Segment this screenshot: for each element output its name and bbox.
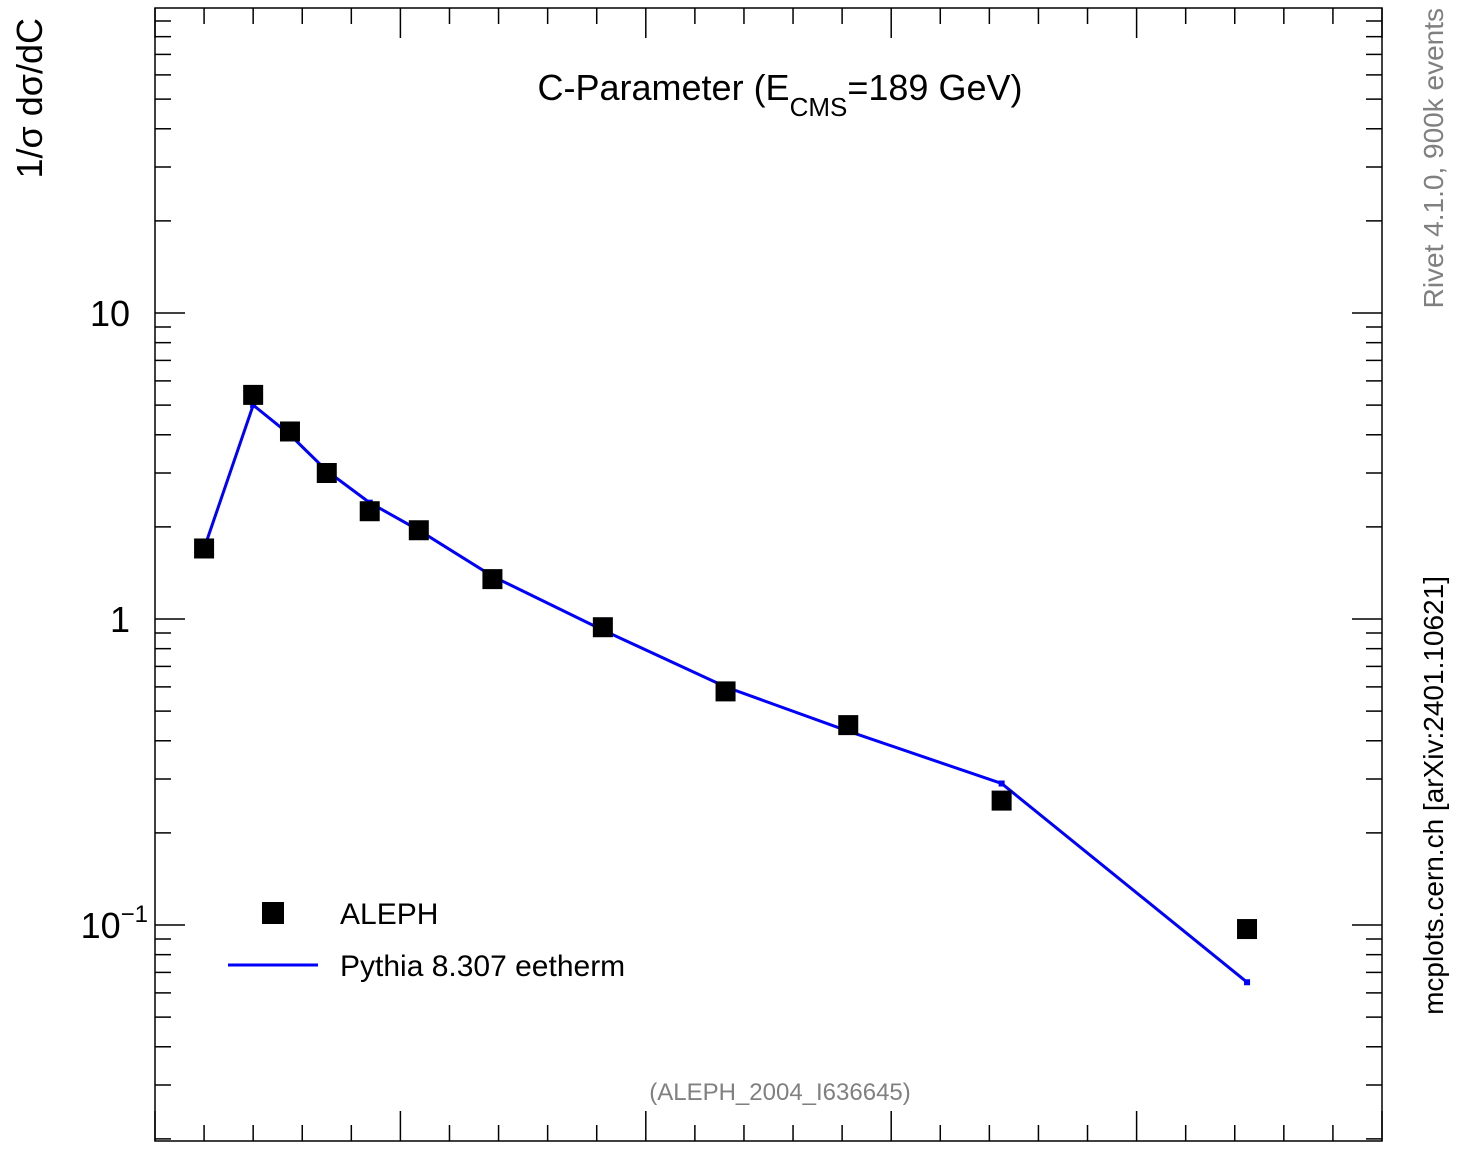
legend-label-pythia: Pythia 8.307 eetherm — [340, 950, 625, 983]
analysis-id: (ALEPH_2004_I636645) — [649, 1079, 911, 1106]
y-tick-label: 10 — [90, 293, 130, 334]
y-tick-labels: 10 1 10−1 — [81, 293, 148, 946]
aleph-point — [243, 384, 264, 405]
aleph-point — [991, 790, 1012, 811]
y-tick-label: 1 — [110, 599, 130, 640]
aleph-point — [838, 715, 859, 736]
pythia-point — [250, 402, 257, 409]
series-points-aleph — [194, 384, 1258, 940]
y-axis-label: 1/σ dσ/dC — [9, 18, 50, 179]
aleph-point — [1237, 919, 1258, 940]
plot-frame — [154, 7, 1383, 1142]
side-text-mcplots: mcplots.cern.ch [arXiv:2401.10621] — [1418, 576, 1449, 1015]
aleph-point — [592, 617, 613, 638]
legend-label-aleph: ALEPH — [340, 898, 438, 931]
aleph-point — [279, 421, 300, 442]
aleph-point — [715, 681, 736, 702]
aleph-point — [316, 463, 337, 484]
y-tick-label: 10−1 — [81, 901, 148, 946]
legend-marker-aleph — [262, 902, 284, 924]
side-text-rivet: Rivet 4.1.0, 900k events — [1418, 8, 1449, 308]
aleph-point — [408, 520, 429, 541]
pythia-point — [1244, 979, 1251, 986]
aleph-point — [482, 569, 503, 590]
chart-title: C-Parameter (ECMS=189 GeV) — [538, 67, 1023, 122]
pythia-point — [998, 780, 1005, 787]
aleph-point — [359, 501, 380, 522]
aleph-point — [194, 538, 215, 559]
